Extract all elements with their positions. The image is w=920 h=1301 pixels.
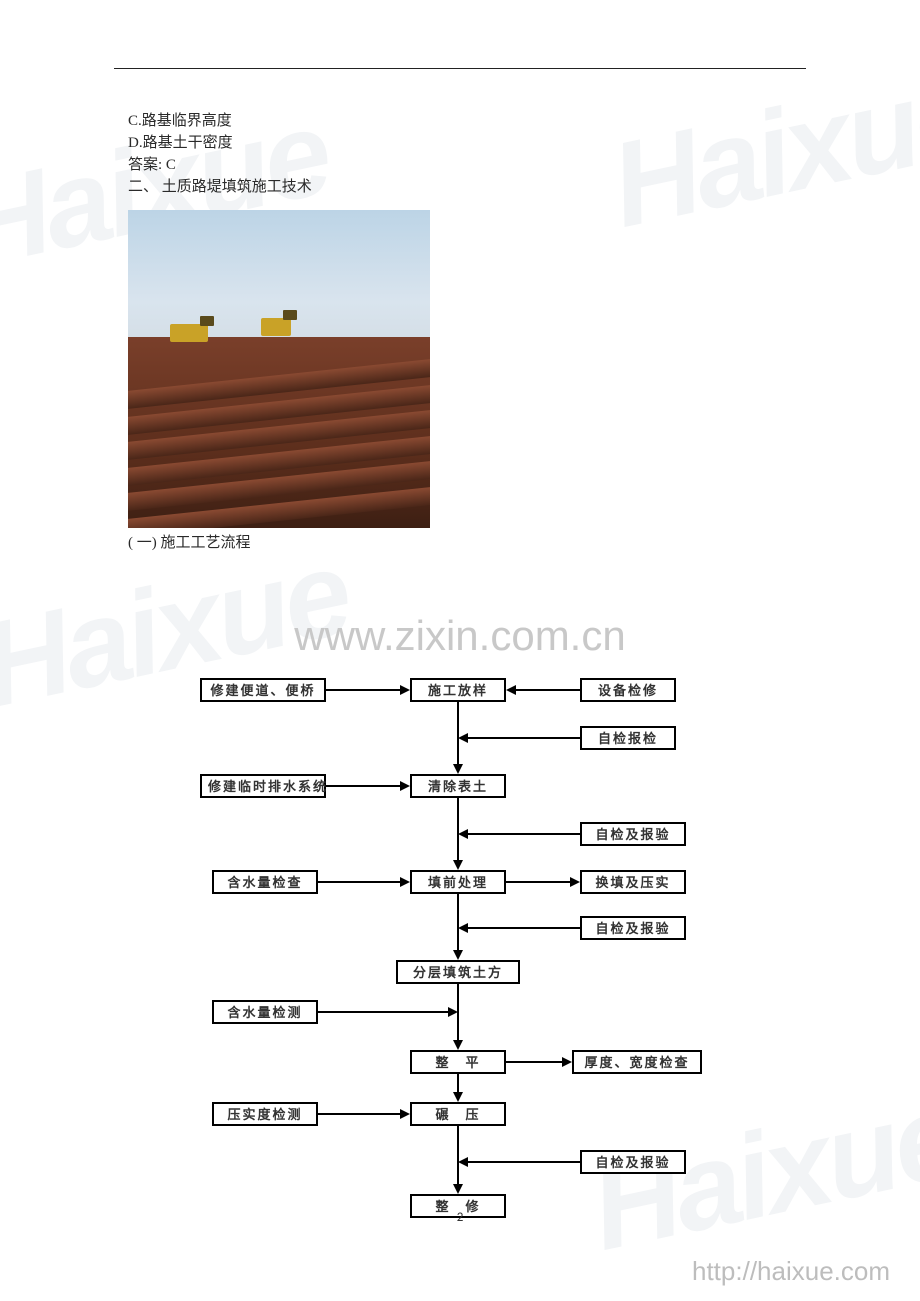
flow-node-n15: 厚度、宽度检查	[572, 1050, 702, 1074]
flow-node-n1: 修建便道、便桥	[200, 678, 326, 702]
option-d: D.路基土干密度	[128, 132, 808, 154]
flow-node-n5: 修建临时排水系统	[200, 774, 326, 798]
page-top-rule	[114, 68, 806, 69]
flow-node-n4: 自检报检	[580, 726, 676, 750]
flow-node-n11: 自检及报验	[580, 916, 686, 940]
flow-node-n8: 含水量检查	[212, 870, 318, 894]
option-c: C.路基临界高度	[128, 110, 808, 132]
flow-node-n7: 自检及报验	[580, 822, 686, 846]
flow-node-n6: 清除表土	[410, 774, 506, 798]
roller-icon	[261, 318, 291, 336]
flow-node-n13: 含水量检测	[212, 1000, 318, 1024]
flowchart-lines	[200, 678, 720, 1218]
bottom-watermark: http://haixue.com	[692, 1256, 890, 1287]
center-watermark: www.zixin.com.cn	[0, 612, 920, 660]
section-title: 二、 土质路堤填筑施工技术	[128, 176, 808, 198]
flow-node-n12: 分层填筑土方	[396, 960, 520, 984]
flow-node-n17: 碾 压	[410, 1102, 506, 1126]
flow-node-n2: 施工放样	[410, 678, 506, 702]
flow-node-n18: 自检及报验	[580, 1150, 686, 1174]
page-content: C.路基临界高度 D.路基土干密度 答案: C 二、 土质路堤填筑施工技术 ( …	[128, 110, 808, 554]
page-number: 2	[0, 1210, 920, 1225]
flow-node-n16: 压实度检测	[212, 1102, 318, 1126]
grader-icon	[170, 324, 208, 342]
flow-node-n9: 填前处理	[410, 870, 506, 894]
answer-line: 答案: C	[128, 154, 808, 176]
flow-node-n3: 设备检修	[580, 678, 676, 702]
flowchart: 修建便道、便桥施工放样设备检修自检报检修建临时排水系统清除表土自检及报验含水量检…	[200, 678, 720, 1218]
construction-photo	[128, 210, 430, 528]
subsection-title: ( 一) 施工工艺流程	[128, 532, 808, 554]
flow-node-n14: 整 平	[410, 1050, 506, 1074]
flow-node-n10: 换填及压实	[580, 870, 686, 894]
